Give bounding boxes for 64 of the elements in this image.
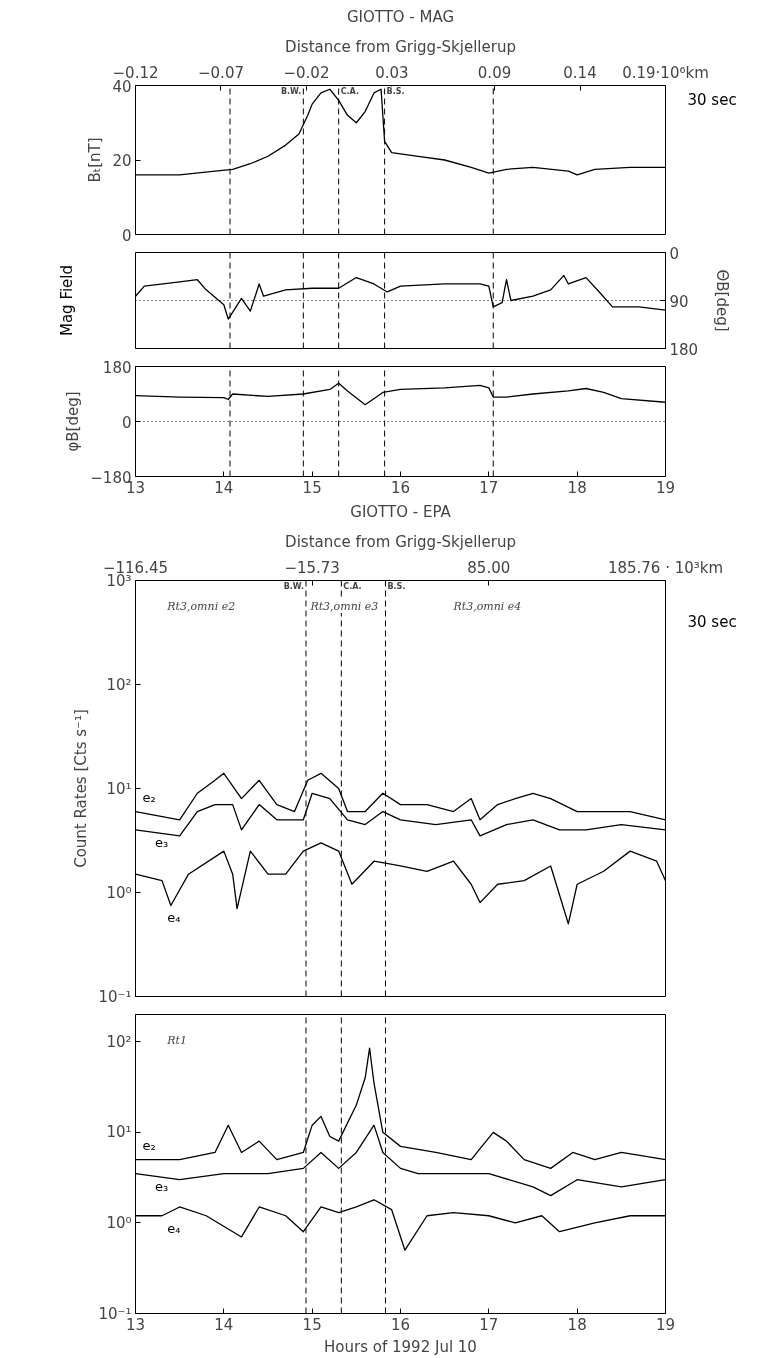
text: Mag Field: [57, 264, 76, 337]
y-tick-label: 90: [669, 292, 689, 311]
x2-tick-label: 185.76 · 10³km: [607, 558, 724, 577]
chart-title: GIOTTO - EPA: [350, 502, 452, 521]
x2-tick-label: −15.73: [284, 558, 340, 577]
y-axis-title: ΘB[deg]: [713, 269, 732, 332]
y-tick-label: 40: [112, 77, 132, 96]
x-tick-label: 18: [567, 478, 587, 497]
x-tick-label: 18: [567, 1315, 587, 1334]
y-tick-label: 0: [669, 244, 680, 263]
x2-tick-label: 0.03: [375, 63, 409, 82]
y-tick-label: 10¹: [106, 779, 132, 798]
x-tick-label: 15: [302, 1315, 322, 1334]
ref-line-label: B.W.: [280, 86, 302, 96]
x2-tick-label: −0.07: [198, 63, 244, 82]
x-tick-label: 14: [214, 1315, 234, 1334]
chart-subtitle: Distance from Grigg-Skjellerup: [285, 37, 516, 56]
x-tick-label: 17: [479, 478, 499, 497]
x-tick-label: 17: [479, 1315, 499, 1334]
series-label: e₄: [167, 1220, 181, 1236]
ref-line-label: C.A.: [343, 581, 362, 591]
x-tick-label: 19: [655, 1315, 676, 1334]
y-tick-label: 10²: [106, 675, 132, 694]
x2-tick-label: 0.19·10⁶km: [622, 63, 709, 82]
series-label: e₂: [142, 1137, 156, 1153]
ref-line-label: B.S.: [387, 581, 406, 591]
y-tick-label: 10²: [106, 1032, 132, 1051]
chart-title: GIOTTO - MAG: [346, 7, 455, 26]
series-label: e₄: [167, 910, 181, 926]
series-label: e₂: [142, 789, 156, 805]
ref-line-label: B.W.: [283, 581, 304, 591]
series-label: e₃: [154, 834, 169, 850]
x-tick-label: 19: [655, 478, 676, 497]
series-label: e₃: [154, 1178, 169, 1194]
y-axis-title: Bₜ[nT]: [86, 137, 105, 183]
x-axis-title: Hours of 1992 Jul 10: [324, 1337, 477, 1356]
y-axis-title: Count Rates [Cts s⁻¹]: [72, 709, 91, 868]
ref-line-label: B.S.: [386, 86, 405, 96]
annotation: Rt3,omni e4: [452, 600, 522, 613]
x-tick-label: 14: [214, 478, 234, 497]
x-tick-label: 15: [302, 478, 322, 497]
x2-tick-label: 85.00: [467, 558, 511, 577]
annotation: Rt3,omni e3: [309, 600, 379, 613]
x-tick-label: 16: [390, 1315, 411, 1334]
y-tick-label: 20: [112, 152, 132, 170]
y-tick-label: 10¹: [106, 1123, 132, 1142]
y-tick-label: 10⁻¹: [98, 987, 132, 1006]
y-tick-label: 180: [102, 358, 132, 377]
y-tick-label: 10⁰: [106, 883, 132, 902]
y-tick-label: 180: [669, 340, 699, 359]
annotation: Rt3,omni e2: [166, 600, 236, 613]
text: 30 sec: [687, 91, 737, 110]
x-tick-label: 16: [390, 478, 411, 497]
text: 30 sec: [687, 613, 737, 632]
x2-tick-label: 0.14: [563, 63, 597, 82]
y-axis-title: φB[deg]: [64, 391, 83, 452]
x2-tick-label: 0.09: [477, 63, 512, 82]
annotation: Rt1: [166, 1034, 187, 1047]
x2-tick-label: −0.02: [283, 63, 330, 82]
ref-line-label: C.A.: [340, 86, 359, 96]
y-tick-label: 10⁰: [106, 1213, 132, 1232]
y-tick-label: 0: [121, 413, 132, 432]
y-tick-label: 0: [121, 226, 132, 245]
chart-subtitle: Distance from Grigg-Skjellerup: [285, 532, 516, 551]
